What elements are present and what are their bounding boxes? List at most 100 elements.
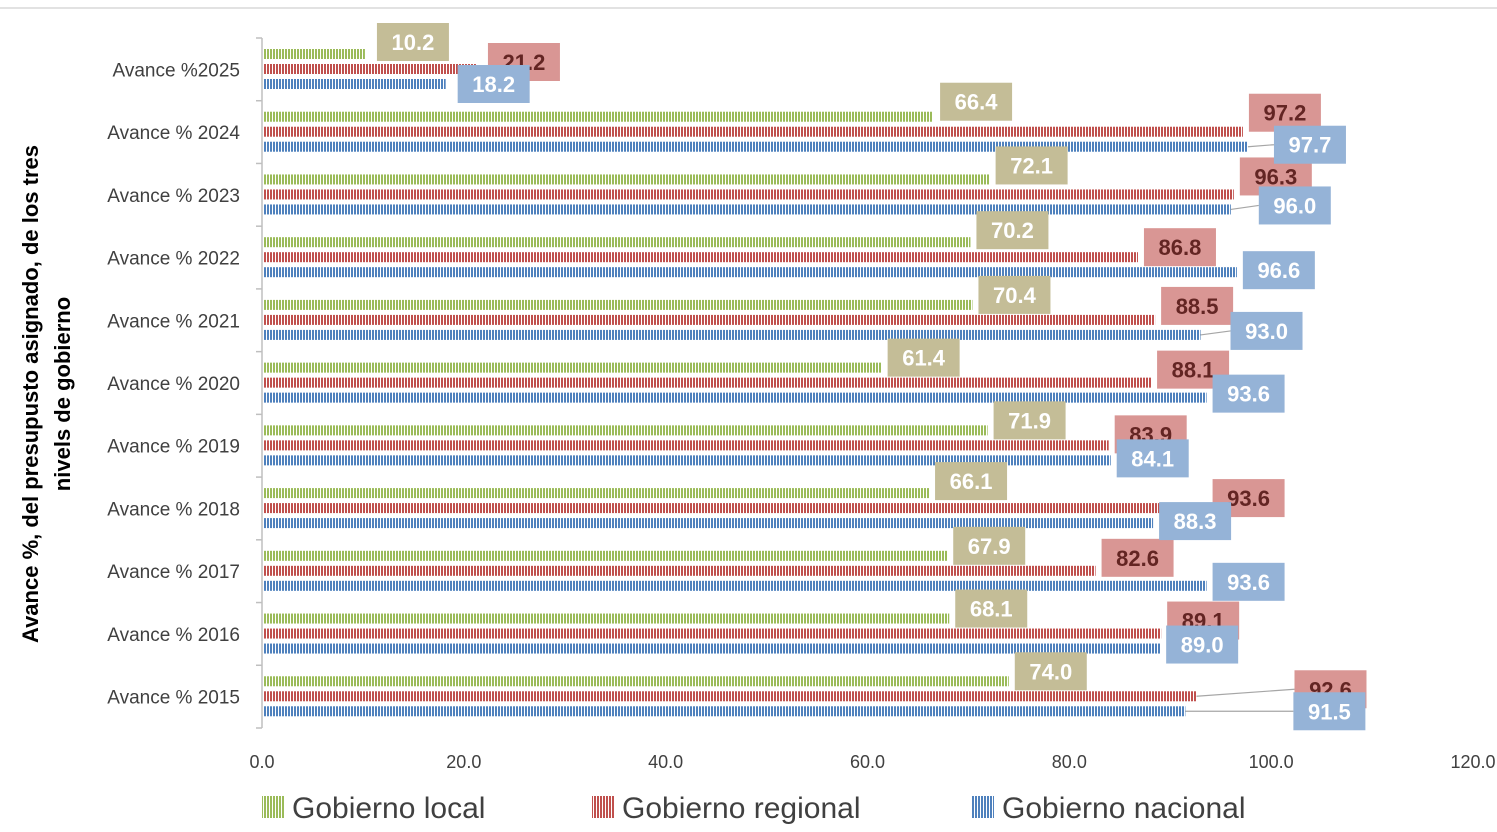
x-tick-label: 20.0	[446, 752, 481, 772]
data-label: 93.6	[1227, 382, 1270, 407]
bar	[264, 628, 1162, 639]
y-axis-title-line-2: nivels de gobierno	[50, 297, 75, 491]
bar	[264, 141, 1248, 152]
bar	[264, 174, 990, 185]
plot-area	[264, 49, 1248, 717]
data-label: 96.3	[1254, 164, 1297, 189]
bar	[264, 204, 1231, 215]
data-label-box	[1242, 251, 1315, 290]
leader-line	[1247, 144, 1275, 148]
data-label-box	[995, 146, 1068, 185]
bar	[264, 79, 446, 89]
bar	[264, 518, 1154, 529]
data-label: 10.2	[392, 30, 435, 55]
data-label: 67.9	[968, 534, 1011, 559]
data-label: 72.1	[1010, 153, 1053, 178]
bar	[264, 488, 930, 499]
data-label: 61.4	[902, 346, 946, 371]
x-tick-label: 40.0	[648, 752, 683, 772]
data-label: 70.4	[993, 283, 1037, 308]
category-label: Avance % 2019	[107, 437, 240, 458]
data-label-box	[1230, 311, 1303, 350]
data-label: 82.6	[1116, 546, 1159, 571]
data-label-box	[993, 401, 1066, 440]
data-label-box	[953, 526, 1026, 565]
data-label: 70.2	[991, 218, 1034, 243]
data-label-box	[1248, 93, 1321, 132]
data-label-box	[1293, 692, 1366, 731]
x-tick-label: 100.0	[1249, 752, 1294, 772]
data-label-box	[1014, 652, 1087, 691]
data-label: 68.1	[970, 597, 1013, 622]
x-tick-label: 60.0	[850, 752, 885, 772]
x-tick-label: 80.0	[1052, 752, 1087, 772]
category-label: Avance % 2021	[107, 311, 240, 332]
leader-line	[1230, 204, 1259, 211]
bar	[264, 676, 1009, 687]
data-label: 93.6	[1227, 486, 1270, 511]
data-label-box	[955, 589, 1028, 628]
data-label-box	[978, 275, 1051, 314]
category-label: Avance % 2015	[107, 688, 240, 709]
category-label: Avance % 2017	[107, 562, 240, 583]
data-label: 88.1	[1172, 358, 1215, 383]
bar	[264, 643, 1161, 654]
bar	[264, 64, 476, 74]
bar	[264, 503, 1207, 514]
bar	[264, 377, 1152, 388]
bar	[264, 49, 365, 59]
data-label-box	[1101, 538, 1174, 577]
data-label-box	[1159, 502, 1232, 541]
legend-label: Gobierno nacional	[1002, 792, 1246, 825]
bar	[264, 111, 933, 122]
bar	[264, 299, 973, 310]
category-label: Avance % 2022	[107, 249, 240, 270]
leader-line	[1200, 330, 1231, 336]
data-label: 84.1	[1131, 446, 1174, 471]
data-label: 71.9	[1008, 408, 1051, 433]
data-label: 66.4	[955, 90, 999, 115]
data-label: 86.8	[1159, 235, 1202, 260]
bar	[264, 314, 1156, 325]
data-label-box	[1116, 439, 1189, 478]
bar	[264, 267, 1237, 278]
data-label-box	[457, 65, 530, 103]
bar	[264, 580, 1207, 591]
leader-line	[1196, 688, 1295, 697]
category-label: Avance % 2018	[107, 499, 240, 520]
category-label: Avance % 2024	[107, 123, 240, 144]
legend-swatch	[972, 796, 994, 818]
data-label-box	[935, 462, 1008, 501]
bar	[264, 362, 882, 373]
data-label: 74.0	[1029, 659, 1072, 684]
bar	[264, 565, 1096, 576]
bar	[264, 550, 948, 561]
category-label: Avance % 2020	[107, 374, 240, 395]
data-label: 93.6	[1227, 570, 1270, 595]
data-label-box	[1143, 228, 1216, 267]
data-label: 88.5	[1176, 294, 1219, 319]
data-label-box	[1212, 374, 1285, 413]
data-label-box	[376, 23, 449, 61]
data-label-box	[1258, 186, 1331, 225]
bar	[264, 392, 1207, 403]
category-label: Avance %2025	[113, 60, 240, 81]
legend: Gobierno local Gobierno regional Gobierno …	[262, 792, 1246, 825]
bar	[264, 691, 1197, 702]
bar	[264, 706, 1186, 717]
data-label-box	[1212, 562, 1285, 601]
data-label: 66.1	[950, 469, 993, 494]
bar	[264, 126, 1243, 137]
data-label: 96.6	[1257, 258, 1300, 283]
legend-label: Gobierno local	[292, 792, 485, 825]
data-label-box	[887, 338, 960, 377]
data-label: 93.0	[1245, 319, 1288, 344]
legend-swatch	[262, 796, 284, 818]
bar	[264, 252, 1138, 263]
category-label: Avance % 2023	[107, 186, 240, 207]
legend-swatch	[592, 796, 614, 818]
data-label: 97.2	[1263, 101, 1306, 126]
y-axis-title-line-1: Avance %, del presupusto asignado, de lo…	[18, 145, 43, 643]
